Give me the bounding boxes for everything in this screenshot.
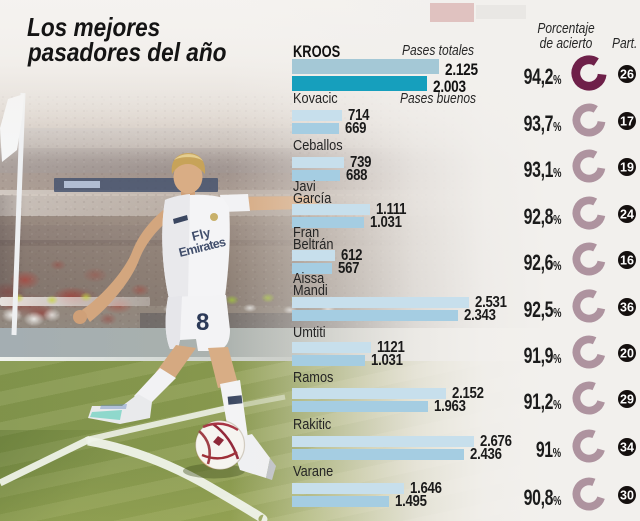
- svg-text:30: 30: [620, 488, 634, 502]
- svg-text:20: 20: [620, 346, 634, 360]
- svg-text:Fly: Fly: [190, 225, 213, 244]
- svg-text:36: 36: [620, 300, 634, 314]
- svg-text:16: 16: [620, 253, 634, 267]
- svg-text:8: 8: [196, 309, 209, 336]
- svg-text:19: 19: [620, 160, 634, 174]
- svg-text:29: 29: [620, 392, 634, 406]
- svg-text:26: 26: [620, 67, 634, 81]
- svg-text:24: 24: [620, 207, 634, 221]
- svg-text:34: 34: [620, 440, 634, 454]
- svg-text:17: 17: [620, 114, 634, 128]
